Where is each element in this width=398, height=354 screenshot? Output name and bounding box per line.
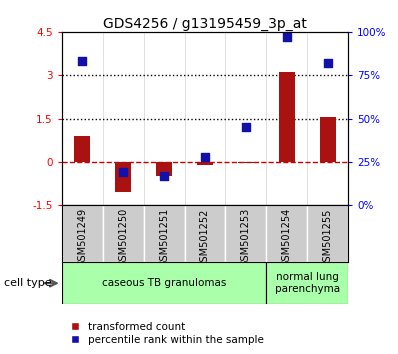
Bar xyxy=(115,162,131,192)
Bar xyxy=(266,205,307,262)
Bar xyxy=(320,117,336,162)
Text: GSM501250: GSM501250 xyxy=(118,208,128,267)
Bar xyxy=(156,162,172,176)
Bar xyxy=(62,205,103,262)
Bar xyxy=(238,162,254,164)
Bar xyxy=(144,205,185,262)
Bar xyxy=(74,136,90,162)
Text: GSM501252: GSM501252 xyxy=(200,208,210,268)
Text: GSM501255: GSM501255 xyxy=(323,208,333,268)
Bar xyxy=(279,72,295,162)
Bar xyxy=(225,205,266,262)
Point xyxy=(284,34,290,40)
Text: GSM501251: GSM501251 xyxy=(159,208,169,267)
Text: caseous TB granulomas: caseous TB granulomas xyxy=(102,278,226,288)
Point xyxy=(120,170,126,175)
Bar xyxy=(307,205,348,262)
Text: cell type: cell type xyxy=(4,278,52,288)
Point xyxy=(243,124,249,130)
Text: normal lung
parenchyma: normal lung parenchyma xyxy=(275,272,340,294)
Title: GDS4256 / g13195459_3p_at: GDS4256 / g13195459_3p_at xyxy=(103,17,307,31)
Bar xyxy=(185,205,225,262)
Text: GSM501253: GSM501253 xyxy=(241,208,251,267)
Point xyxy=(325,60,331,66)
Text: GSM501254: GSM501254 xyxy=(282,208,292,267)
Bar xyxy=(197,162,213,165)
Bar xyxy=(266,262,348,304)
Bar xyxy=(103,205,144,262)
Point xyxy=(202,154,208,160)
Point xyxy=(79,58,85,64)
Legend: transformed count, percentile rank within the sample: transformed count, percentile rank withi… xyxy=(67,317,268,349)
Bar xyxy=(62,262,266,304)
Point xyxy=(161,173,167,179)
Text: GSM501249: GSM501249 xyxy=(77,208,87,267)
